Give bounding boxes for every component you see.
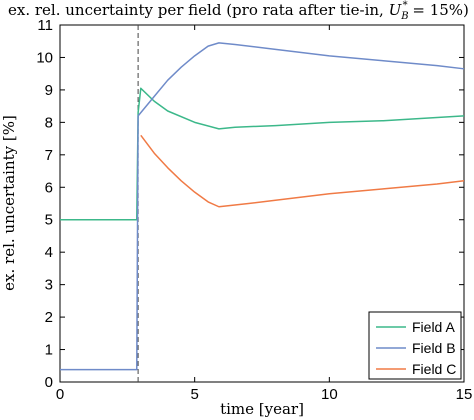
- chart-title-math-tail: = 15%): [408, 1, 469, 19]
- y-axis-label: ex. rel. uncertainty [%]: [0, 115, 18, 291]
- chart-title-math-base: U: [389, 1, 403, 19]
- x-axis-label: time [year]: [220, 400, 304, 418]
- y-tick-label: 9: [45, 82, 53, 99]
- y-tick-label: 3: [45, 277, 53, 294]
- x-tick-label: 5: [190, 386, 198, 403]
- y-tick-label: 1: [45, 342, 53, 359]
- series-line-field-b: [60, 42, 465, 371]
- y-tick-label: 6: [45, 179, 53, 196]
- x-tick-label: 10: [321, 386, 338, 403]
- legend-label: Field B: [412, 340, 456, 356]
- chart-title-text: ex. rel. uncertainty per field (pro rata…: [8, 1, 389, 19]
- series-line-field-a: [60, 87, 465, 221]
- tick-labels: 0 5 10 15 0 1 2 3 4 5 6 7 8 9 10 11: [36, 17, 472, 403]
- series-lines: [60, 42, 465, 371]
- y-tick-label: 5: [45, 212, 53, 229]
- y-tick-label: 10: [36, 49, 53, 66]
- y-tick-label: 0: [45, 374, 53, 391]
- x-tick-label: 0: [56, 386, 64, 403]
- axis-ticks: [59, 24, 465, 383]
- series-line-field-c: [140, 134, 465, 208]
- y-tick-label: 4: [45, 244, 53, 261]
- chart-title-math-sup: *: [403, 0, 408, 11]
- legend-label: Field C: [412, 361, 456, 377]
- y-tick-label: 8: [45, 114, 53, 131]
- x-tick-label: 15: [456, 386, 473, 403]
- y-tick-label: 7: [45, 147, 53, 164]
- chart-title: ex. rel. uncertainty per field (pro rata…: [8, 0, 469, 22]
- legend-box: [368, 311, 462, 380]
- chart-title-math-sub: B: [400, 11, 408, 22]
- legend: Field A Field B Field C: [368, 311, 462, 380]
- y-tick-label: 2: [45, 309, 53, 326]
- y-tick-label: 11: [37, 17, 53, 34]
- legend-label: Field A: [412, 319, 455, 335]
